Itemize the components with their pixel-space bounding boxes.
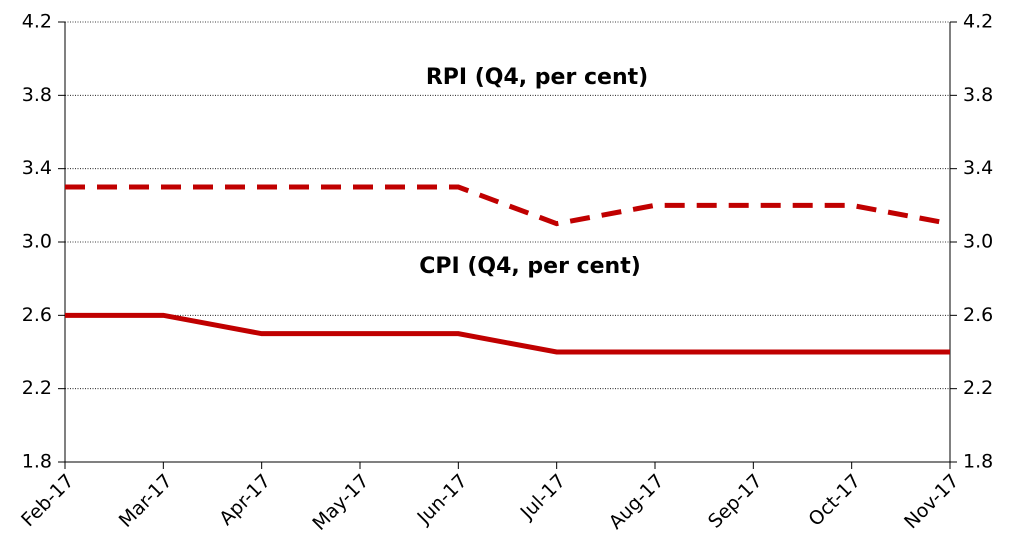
y-tick-label: 2.6 (22, 304, 52, 326)
x-tick-label: Apr-17 (215, 470, 275, 530)
x-tick-label: Oct-17 (804, 470, 865, 531)
x-tick-label: Jun-17 (413, 470, 472, 529)
x-tick-label: Mar-17 (115, 470, 177, 532)
y-tick-label: 3.4 (22, 157, 52, 179)
series-line (65, 184, 951, 227)
x-tick-label: Sep-17 (704, 470, 767, 533)
y-tick-label: 4.2 (22, 11, 52, 33)
y-tick-label: 2.2 (22, 377, 52, 399)
y-tick-label: 3.0 (22, 231, 52, 253)
x-tick-label: Jul-17 (516, 470, 570, 524)
x-tick-label: Aug-17 (605, 470, 669, 534)
y-tick-label: 3.8 (22, 84, 52, 106)
y2-tick-label: 1.8 (963, 451, 993, 473)
x-tick-label: Nov-17 (900, 470, 963, 533)
x-tick-label: May-17 (308, 470, 373, 535)
y2-tick-label: 4.2 (963, 11, 993, 33)
y2-tick-label: 3.4 (963, 157, 993, 179)
x-tick-label: Feb-17 (17, 470, 78, 531)
y2-tick-label: 3.8 (963, 84, 993, 106)
y2-tick-label: 2.6 (963, 304, 993, 326)
y2-tick-label: 2.2 (963, 377, 993, 399)
series-line (65, 312, 950, 355)
annotation: CPI (Q4, per cent) (419, 254, 641, 279)
annotation: RPI (Q4, per cent) (426, 65, 648, 90)
y-tick-label: 1.8 (22, 451, 52, 473)
y2-tick-label: 3.0 (963, 231, 993, 253)
